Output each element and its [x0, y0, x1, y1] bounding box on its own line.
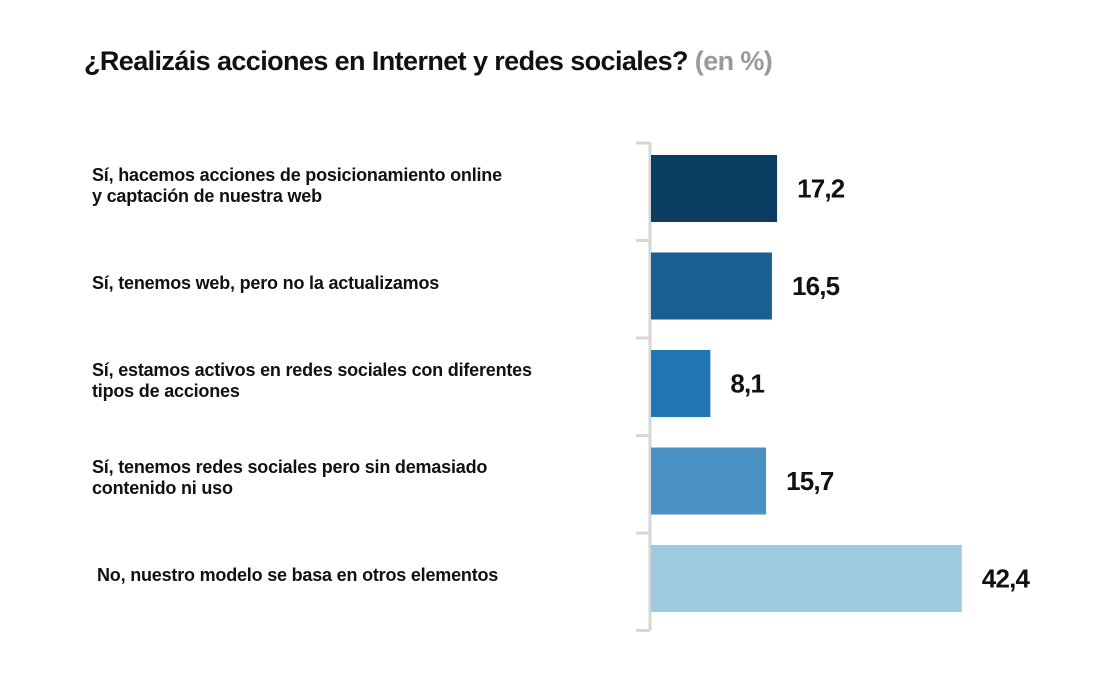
value-label: 16,5	[792, 271, 840, 301]
category-label: Sí, tenemos redes sociales pero sin dema…	[92, 457, 488, 498]
value-label: 15,7	[786, 466, 834, 496]
value-label: 8,1	[730, 369, 764, 399]
chart-title-unit: (en %)	[694, 46, 773, 76]
value-label: 42,4	[982, 564, 1031, 594]
category-label: Sí, hacemos acciones de posicionamiento …	[92, 164, 502, 206]
category-label: Sí, tenemos web, pero no la actualizamos	[92, 272, 440, 293]
chart-title: ¿Realizáis acciones en Internet y redes …	[84, 46, 773, 77]
value-labels: 17,2 16,5 8,1 15,7 42,4	[730, 174, 1031, 594]
category-label: No, nuestro modelo se basa en otros elem…	[97, 565, 499, 585]
chart-title-text: ¿Realizáis acciones en Internet y redes …	[84, 46, 688, 76]
bar	[651, 350, 711, 417]
bar	[651, 545, 962, 612]
bar	[651, 155, 778, 222]
bars	[651, 155, 962, 612]
bar	[651, 252, 772, 320]
bar	[651, 447, 767, 515]
value-label: 17,2	[797, 174, 845, 204]
category-axis	[636, 141, 652, 632]
category-label: Sí, estamos activos en redes sociales co…	[92, 359, 532, 401]
